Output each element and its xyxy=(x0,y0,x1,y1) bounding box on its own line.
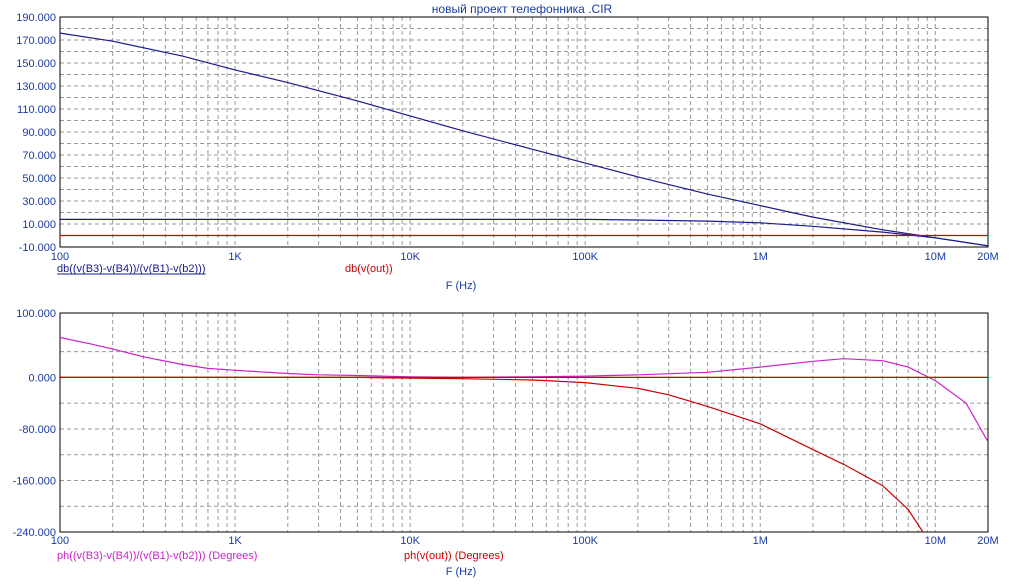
x-tick-label: 10M xyxy=(925,251,946,263)
y-tick-label: -80.000 xyxy=(19,424,56,436)
y-tick-label: 170.000 xyxy=(16,35,56,47)
y-tick-label: 110.000 xyxy=(17,104,56,116)
x-tick-label: 20M xyxy=(977,251,998,263)
x-axis-label: F (Hz) xyxy=(446,280,477,292)
x-tick-label: 10K xyxy=(400,251,420,263)
series-line xyxy=(59,336,989,443)
x-tick-label: 1K xyxy=(228,535,242,547)
y-tick-label: 50.000 xyxy=(22,173,56,185)
y-tick-label: -10.000 xyxy=(19,242,56,254)
x-tick-label: 100K xyxy=(572,535,598,547)
y-tick-label: 100.000 xyxy=(16,308,56,320)
legend-entry: ph((v(B3)-v(B4))/(v(B1)-v(b2))) (Degrees… xyxy=(57,550,257,562)
x-tick-label: 10K xyxy=(400,535,420,547)
x-tick-label: 10M xyxy=(925,535,946,547)
y-tick-label: 70.000 xyxy=(22,150,56,162)
series-line xyxy=(60,218,989,247)
y-tick-label: 130.000 xyxy=(16,81,56,93)
chart-title: новый проект телефонника .CIR xyxy=(432,2,613,16)
x-tick-label: 1K xyxy=(228,251,242,263)
y-tick-label: 190.000 xyxy=(16,12,56,24)
y-tick-label: 30.000 xyxy=(22,196,56,208)
x-tick-label: 100 xyxy=(51,535,69,547)
legend-entry: db((v(B3)-v(B4))/(v(B1)-v(b2))) xyxy=(57,263,206,275)
y-tick-label: -240.000 xyxy=(13,527,56,539)
x-tick-label: 1M xyxy=(753,251,768,263)
y-tick-label: -160.000 xyxy=(13,475,56,487)
x-tick-label: 100K xyxy=(572,251,598,263)
y-tick-label: 90.000 xyxy=(22,127,56,139)
magnitude-panel: 190.000 170.000 150.000 130.000 110.000 90.00… xyxy=(16,12,998,292)
y-tick-label: 150.000 xyxy=(16,58,56,70)
legend-entry: db(v(out)) xyxy=(345,263,393,275)
plot-frame xyxy=(59,16,989,248)
x-tick-label: 20M xyxy=(977,535,998,547)
x-tick-label: 1M xyxy=(753,535,768,547)
legend-entry: ph(v(out)) (Degrees) xyxy=(404,550,504,562)
y-tick-label: 10.000 xyxy=(22,219,56,231)
x-tick-label: 100 xyxy=(51,251,69,263)
plot-frame xyxy=(59,312,989,533)
x-axis-label: F (Hz) xyxy=(446,566,477,578)
series-line xyxy=(59,32,989,247)
y-tick-label: 0.000 xyxy=(28,372,56,384)
